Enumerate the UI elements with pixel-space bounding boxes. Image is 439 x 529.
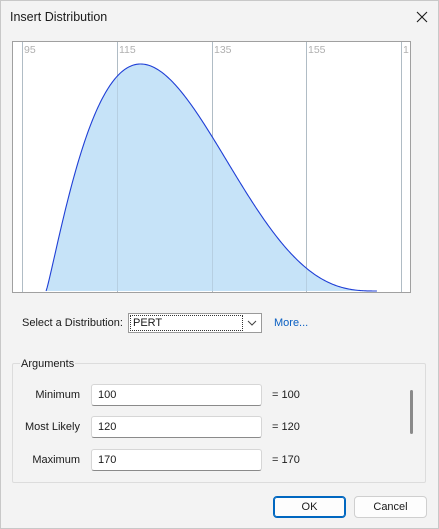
argument-result: = 100 (272, 389, 300, 401)
argument-label: Most Likely (24, 421, 80, 433)
close-button[interactable] (405, 1, 438, 33)
argument-result: = 170 (272, 454, 300, 466)
chevron-down-icon (247, 320, 257, 326)
distribution-chart: 95 115 135 155 1 (12, 41, 411, 293)
cancel-button[interactable]: Cancel (354, 496, 427, 518)
x-tick-label: 115 (119, 44, 136, 56)
most-likely-input[interactable] (91, 416, 262, 438)
arguments-scrollbar[interactable] (405, 374, 419, 478)
x-tick-label: 95 (24, 44, 36, 56)
distribution-selected-value: PERT (130, 315, 243, 331)
arguments-group (12, 363, 426, 483)
minimum-input[interactable] (91, 384, 262, 406)
distribution-select[interactable]: PERT (128, 313, 262, 333)
x-tick-label: 1 (403, 44, 409, 56)
x-tick-label: 155 (308, 44, 326, 56)
more-distributions-link[interactable]: More... (274, 317, 309, 329)
distribution-row: Select a Distribution: PERT More... (1, 313, 438, 333)
argument-label: Minimum (35, 389, 80, 401)
argument-row-most-likely: Most Likely = 120 (1, 416, 438, 438)
argument-result: = 120 (272, 421, 300, 433)
argument-row-maximum: Maximum = 170 (1, 449, 438, 471)
ok-button[interactable]: OK (273, 496, 346, 518)
maximum-input[interactable] (91, 449, 262, 471)
title-bar: Insert Distribution (1, 1, 438, 33)
dialog-title: Insert Distribution (10, 10, 108, 24)
argument-row-minimum: Minimum = 100 (1, 384, 438, 406)
distribution-curve (45, 63, 377, 292)
arguments-title: Arguments (20, 358, 76, 370)
distribution-label: Select a Distribution: (22, 317, 123, 329)
scrollbar-thumb[interactable] (410, 390, 413, 434)
close-icon (416, 11, 427, 23)
distribution-area (46, 64, 377, 291)
distribution-chart-svg: 95 115 135 155 1 (22, 42, 409, 292)
argument-label: Maximum (32, 454, 80, 466)
x-tick-label: 135 (214, 44, 232, 56)
